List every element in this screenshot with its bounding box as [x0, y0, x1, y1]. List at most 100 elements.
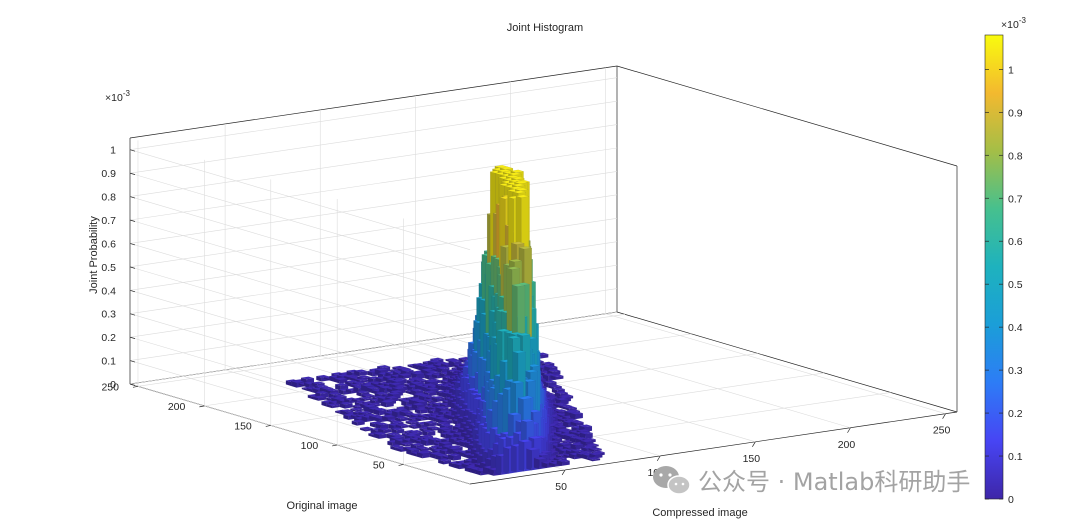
- histogram-bar-top: [357, 375, 371, 379]
- histogram-bar-top: [553, 456, 567, 460]
- colorbar-tick-label: 0.3: [1008, 365, 1023, 377]
- z-tick-label: 0.3: [101, 309, 116, 321]
- histogram-bar-top: [316, 374, 330, 378]
- z-tick-label: 0.7: [101, 215, 116, 227]
- histogram-bar-top: [587, 456, 601, 460]
- histogram-bar-top: [361, 383, 375, 387]
- histogram-bar-top: [389, 436, 403, 440]
- histogram-bar-top: [354, 369, 368, 373]
- histogram-bar-top: [356, 390, 370, 394]
- histogram-bar-top: [328, 391, 342, 395]
- histogram-bar-top: [398, 373, 412, 377]
- histogram-bar-top: [394, 384, 408, 388]
- x-tick-label: 250: [933, 425, 951, 437]
- z-grid-line-left: [129, 219, 471, 321]
- x-tick-label: 200: [838, 439, 856, 451]
- histogram-bar-top: [550, 374, 564, 378]
- histogram-bar-top: [315, 390, 329, 394]
- colorbar-tick-label: 0.9: [1008, 107, 1023, 119]
- histogram-bar-top: [352, 381, 366, 385]
- z-tick-mark: [129, 289, 136, 293]
- y-tick-label: 200: [168, 401, 186, 413]
- x-tick-mark: [942, 413, 946, 419]
- colorbar-tick-label: 0.7: [1008, 193, 1023, 205]
- histogram-bar-top: [579, 431, 593, 435]
- histogram-bar-top: [291, 380, 305, 384]
- z-grid-line-back: [129, 171, 618, 244]
- histogram-bar-top: [382, 414, 396, 418]
- histogram-bar-top: [301, 376, 315, 380]
- histogram-bar-top: [553, 424, 567, 428]
- histogram-bar-top: [359, 396, 373, 400]
- histogram-bar-top: [437, 426, 451, 430]
- histogram-bar-top: [429, 451, 443, 455]
- histogram-bar-top: [578, 424, 593, 428]
- histogram-bar-top: [360, 426, 374, 430]
- histogram-bar-top: [335, 382, 349, 386]
- histogram-bar-top: [448, 359, 462, 363]
- colorbar-tick-label: 0.5: [1008, 279, 1023, 291]
- y-tick-mark: [332, 444, 338, 447]
- histogram-bar-top: [581, 445, 595, 449]
- z-tick-mark: [129, 360, 136, 363]
- histogram-bar-top: [350, 383, 364, 387]
- histogram-bar-top: [380, 399, 394, 403]
- histogram-bar-top: [414, 399, 428, 403]
- histogram-bar-side: [533, 457, 540, 470]
- histogram-bar-top: [506, 266, 520, 270]
- z-axis-label: Joint Probability: [88, 216, 100, 294]
- histogram-bar-top: [433, 416, 447, 420]
- histogram-bar-top: [420, 434, 434, 438]
- z-tick-mark: [129, 219, 136, 222]
- z-grid-line-left: [129, 172, 471, 274]
- back-top-edge: [129, 65, 618, 139]
- histogram-bar-top: [339, 401, 353, 405]
- histogram-bar-top: [447, 446, 461, 450]
- histogram-bar-top: [334, 377, 348, 381]
- histogram-bar-top: [508, 259, 522, 263]
- z-tick-label: 0.9: [101, 168, 116, 180]
- histogram-bar-top: [367, 402, 381, 406]
- histogram-bar-top: [526, 447, 540, 451]
- histogram-bar-top: [423, 364, 437, 368]
- colorbar-tick-label: 0.8: [1008, 150, 1023, 162]
- histogram-bar-top: [375, 422, 389, 426]
- y-tick-mark: [199, 405, 205, 408]
- histogram-bar-top: [428, 359, 442, 363]
- z-grid-line-back: [129, 288, 618, 361]
- histogram-bar-top: [544, 365, 558, 368]
- histogram-bar-top: [520, 419, 535, 423]
- histogram-bar-top: [400, 368, 414, 372]
- histogram-bar-top: [409, 381, 423, 385]
- histogram-bar-top: [363, 404, 377, 408]
- y-tick-label: 50: [373, 459, 385, 471]
- y-axis-label: Original image: [287, 500, 358, 512]
- histogram-bar-top: [500, 166, 514, 170]
- histogram-bar-top: [507, 335, 521, 339]
- histogram-bar-top: [411, 402, 425, 406]
- z-tick-mark: [129, 149, 136, 152]
- z-tick-mark: [129, 196, 136, 199]
- wechat-icon: [653, 466, 691, 495]
- histogram-bar-top: [511, 241, 525, 245]
- histogram-bar-top: [425, 386, 439, 390]
- histogram-bar-top: [313, 395, 327, 399]
- histogram-bar-top: [411, 371, 425, 375]
- z-grid-line-back: [129, 241, 618, 315]
- histogram-bar-top: [439, 441, 453, 445]
- x-tick-label: 150: [743, 453, 761, 465]
- histogram-bar-top: [325, 388, 339, 392]
- colorbar-exponent-label: ×10-3: [1001, 16, 1026, 31]
- histogram-bar-top: [517, 332, 531, 336]
- histogram-bar-top: [351, 419, 365, 423]
- histogram-bar-top: [410, 388, 424, 392]
- histogram-bar-top: [418, 394, 432, 398]
- y-tick-label: 150: [234, 420, 252, 432]
- y-axis-ticks: 50 100 150 200 250: [101, 381, 404, 471]
- x-tick-mark: [561, 469, 566, 476]
- histogram-bar-top: [392, 386, 406, 390]
- histogram-bar-top: [391, 434, 405, 438]
- z-tick-label: 0.8: [101, 192, 116, 204]
- histogram-bar-top: [554, 409, 568, 413]
- histogram-bar-top: [548, 384, 562, 388]
